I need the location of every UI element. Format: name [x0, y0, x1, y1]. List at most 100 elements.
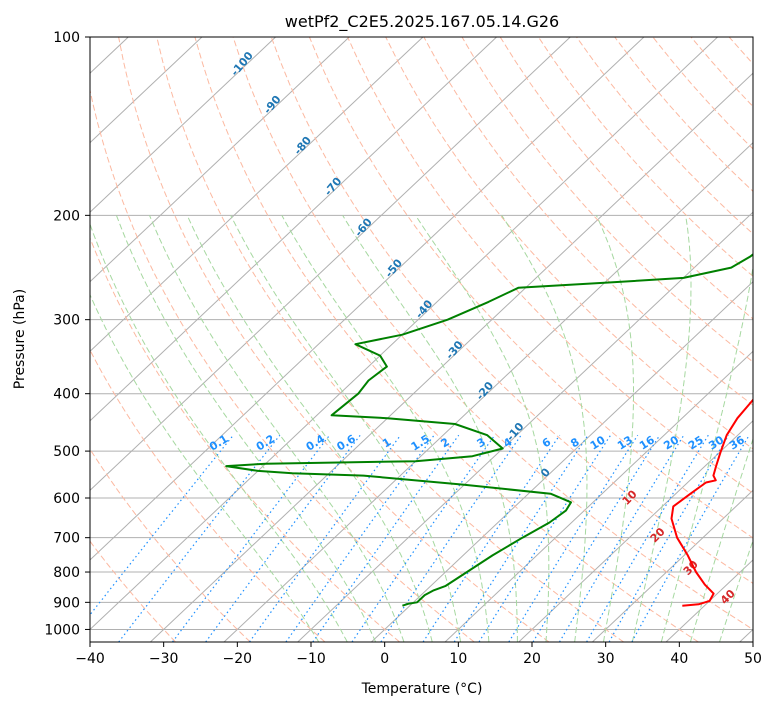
y-tick-label: 600	[53, 491, 80, 507]
y-tick-label: 800	[53, 565, 80, 581]
dry-adiabat-label: -50	[382, 256, 405, 280]
dry-adiabat-label: -60	[352, 215, 375, 239]
moist-adiabat	[186, 215, 433, 642]
dry-adiabat	[767, 37, 775, 642]
y-tick-label: 700	[53, 531, 80, 547]
dry-adiabat	[232, 37, 753, 630]
temperature-profile	[670, 398, 753, 607]
moist-adiabat	[342, 215, 518, 642]
x-tick-label: 40	[670, 651, 688, 667]
y-tick-label: 400	[53, 387, 80, 403]
mixing-ratio-label: 16	[637, 433, 657, 452]
mixing-ratio-label: 25	[686, 433, 706, 452]
dry-adiabat	[576, 37, 753, 235]
mixing-ratio-line	[90, 434, 234, 616]
y-tick-label: 200	[53, 208, 80, 224]
y-tick-label: 100	[53, 30, 80, 46]
mixing-ratio-line	[478, 434, 612, 642]
dry-adiabat	[461, 37, 753, 363]
moist-adiabat	[631, 215, 692, 642]
mixing-ratio-line	[118, 434, 281, 642]
mixing-ratio-line	[532, 434, 661, 642]
isotherm-line	[90, 37, 497, 422]
mixing-ratio-line	[249, 434, 402, 642]
moist-adiabat-label: 20	[648, 525, 668, 545]
dry-adiabat	[194, 37, 699, 642]
y-axis-label: Pressure (hPa)	[12, 289, 28, 389]
x-tick-label: 0	[380, 651, 389, 667]
isotherm-line	[90, 37, 718, 631]
plot-area: 0.1 0.2 0.4 0.6 1 1.5 2 3 4 6 8 10 13 16 20 25 30 36-100-…	[90, 37, 775, 642]
isotherm-line	[444, 350, 753, 642]
dry-adiabat	[728, 37, 753, 65]
dry-adiabat-label: -20	[473, 379, 496, 403]
x-tick-label: −10	[296, 651, 326, 667]
moist-adiabat	[689, 437, 753, 642]
moist-adiabat	[90, 293, 320, 642]
mixing-ratio-label: 0.4	[304, 432, 328, 454]
moist-adiabat	[415, 215, 550, 642]
mixing-ratio-line	[586, 434, 709, 642]
mixing-ratio-line	[631, 434, 750, 642]
chart-title: wetPf2_C2E5.2025.167.05.14.G26	[285, 12, 559, 32]
mixing-ratio-label: 0.6	[334, 432, 358, 454]
moist-adiabat	[719, 539, 753, 642]
isotherm-line	[90, 37, 424, 352]
mixing-ratio-label: 0.2	[254, 432, 277, 453]
mixing-ratio-line	[172, 434, 331, 642]
y-tick-label: 900	[53, 595, 80, 611]
mixing-ratio-label: 10	[588, 433, 608, 452]
dry-adiabat	[90, 448, 251, 642]
mixing-ratio-line	[422, 434, 561, 642]
dry-adiabat-label: -100	[228, 49, 256, 79]
dry-adiabat	[537, 37, 753, 277]
mixing-ratio-label: 36	[727, 433, 747, 452]
moist-adiabat	[149, 215, 405, 642]
x-tick-label: −30	[149, 651, 179, 667]
moist-adiabat	[230, 215, 462, 642]
dry-adiabat	[90, 540, 176, 642]
dry-adiabat	[90, 87, 475, 642]
mixing-ratio-line	[558, 434, 685, 642]
dry-adiabat	[270, 37, 753, 584]
dry-adiabat-label: -80	[291, 134, 314, 158]
dry-adiabat	[347, 37, 753, 494]
mixing-ratio-line	[312, 434, 460, 642]
mixing-ratio-line	[508, 434, 639, 642]
isotherm-line	[90, 37, 276, 213]
isotherm-line	[739, 628, 753, 642]
dry-adiabat-label: -70	[322, 175, 345, 199]
x-axis-label: Temperature (°C)	[361, 681, 483, 697]
x-tick-label: 30	[597, 651, 615, 667]
isotherm-line	[297, 211, 753, 642]
x-tick-label: 50	[744, 651, 762, 667]
x-tick-label: −20	[223, 651, 253, 667]
isotherm-line	[90, 37, 203, 144]
moist-adiabat	[660, 264, 753, 642]
dry-adiabat	[385, 37, 753, 450]
isotherm-line	[371, 281, 753, 642]
dry-adiabat-label: -30	[443, 338, 466, 362]
moist-adiabat	[115, 215, 377, 642]
dewpoint-profile	[225, 253, 753, 607]
dry-adiabat-label: -90	[261, 93, 284, 117]
dry-adiabat-label: 0	[538, 465, 553, 479]
y-tick-label: 500	[53, 444, 80, 460]
dry-adiabat	[156, 37, 624, 642]
mixing-ratio-label: 1.5	[409, 432, 432, 453]
moist-adiabat	[90, 222, 348, 642]
mixing-ratio-label: 2	[438, 435, 451, 450]
y-tick-label: 300	[53, 313, 80, 329]
plot-frame	[89, 36, 754, 643]
dry-adiabat	[118, 37, 550, 642]
dry-adiabat-label: -40	[413, 297, 436, 321]
mixing-ratio-line	[380, 434, 522, 642]
moist-adiabat	[281, 215, 490, 642]
mixing-ratio-label: 20	[661, 433, 681, 452]
dry-adiabat	[423, 37, 753, 406]
isotherm-line	[90, 37, 571, 492]
y-tick-label: 1000	[44, 622, 80, 638]
moist-adiabat	[501, 215, 588, 642]
mixing-ratio-label: 6	[540, 435, 554, 450]
